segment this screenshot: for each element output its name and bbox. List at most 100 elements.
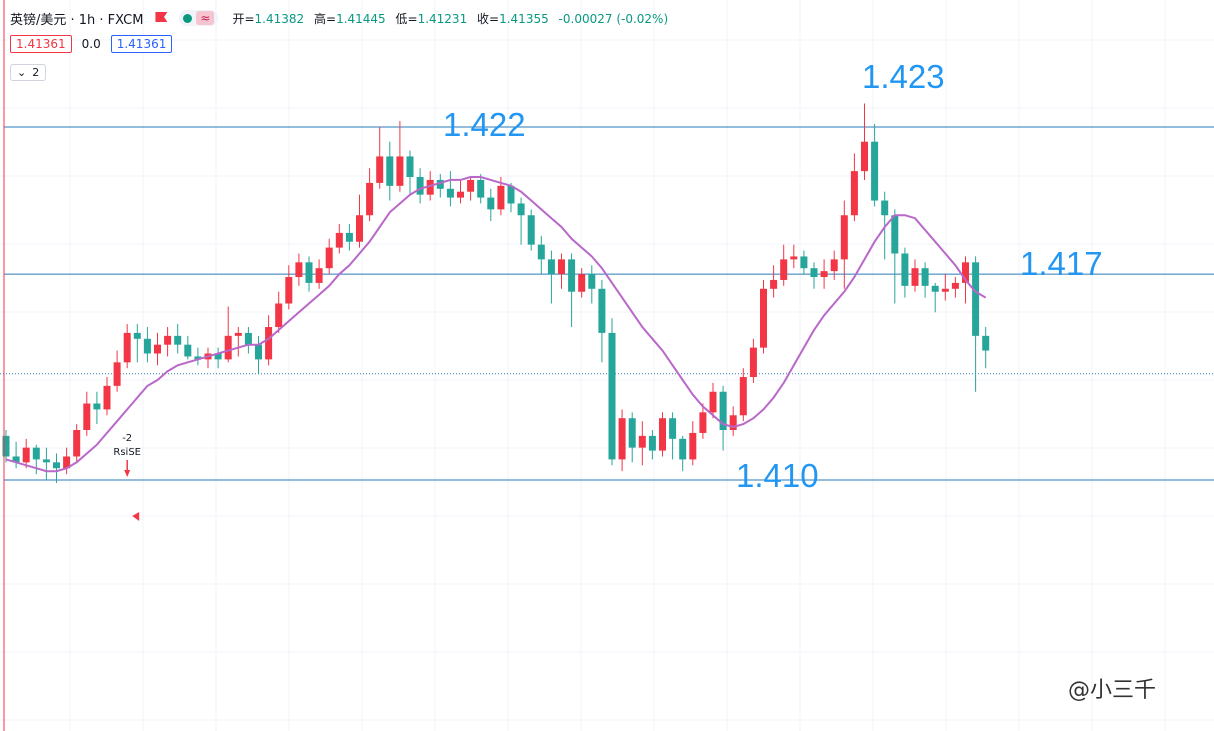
candle-up (164, 335, 172, 345)
signal-arrow-down-icon (124, 470, 131, 477)
support-resistance-lines (4, 126, 1214, 481)
candle-up (73, 429, 81, 457)
flag-icon[interactable] (155, 12, 167, 24)
status-pill[interactable]: ≈ (179, 10, 219, 26)
level-label-1423: 1.423 (862, 58, 945, 95)
candle-up (739, 377, 747, 416)
candle-down (214, 353, 222, 360)
candle-up (154, 344, 161, 354)
candle-up (325, 247, 333, 269)
candle-up (558, 259, 565, 275)
candle-down (436, 179, 444, 189)
candle-down (305, 262, 313, 283)
candle-down (244, 332, 252, 345)
candle-up (770, 279, 778, 289)
candle-up (63, 456, 71, 469)
candle-up (638, 435, 646, 448)
candle-up (335, 232, 343, 248)
candle-up (234, 332, 242, 336)
candle-down (669, 418, 677, 439)
candle-down (679, 438, 687, 460)
candle-down (507, 185, 515, 204)
candle-up (709, 391, 717, 413)
candle-up (315, 268, 323, 283)
candle-down (881, 200, 889, 216)
candle-down (446, 188, 454, 198)
candle-up (366, 182, 374, 216)
candle-up (760, 288, 767, 348)
candle-up (295, 262, 303, 278)
candle-up (224, 335, 232, 360)
candle-down (891, 215, 899, 254)
candle-down (537, 244, 545, 260)
candle-up (376, 156, 384, 183)
candle-down (810, 268, 818, 278)
high-label: 高= (314, 11, 337, 26)
candle-up (780, 259, 788, 280)
candle-up (113, 362, 121, 386)
watermark: @小三千 (1068, 678, 1157, 703)
candle-up (103, 385, 111, 410)
candle-down (487, 197, 495, 210)
candle-up (356, 215, 363, 242)
candle-up (275, 303, 283, 328)
candle-up (689, 432, 697, 460)
candle-up (467, 179, 475, 192)
low-label: 低= (395, 11, 418, 26)
close-value: 1.41355 (499, 11, 549, 26)
candle-down (568, 259, 576, 292)
candle-down (2, 435, 10, 457)
candle-down (32, 447, 40, 460)
signal-marker: -2 RsiSE (113, 433, 141, 521)
candle-up (749, 347, 757, 378)
candle-up (830, 259, 838, 272)
candle-down (133, 332, 141, 339)
level-label-1410: 1.410 (736, 457, 819, 494)
candle-down (547, 259, 555, 275)
moving-average-line (5, 176, 987, 473)
candle-down (53, 462, 60, 469)
indicators-toggle[interactable]: ⌄ 2 (10, 64, 47, 81)
approx-icon: ≈ (196, 11, 215, 25)
symbol-title[interactable]: 英镑/美元 · 1h · FXCM (10, 12, 144, 28)
candle-down (42, 459, 50, 463)
candle-up (850, 171, 858, 216)
high-value: 1.41445 (336, 11, 386, 26)
candle-down (93, 403, 101, 410)
close-label: 收= (477, 11, 500, 26)
dot-icon (183, 13, 193, 23)
candle-down (345, 232, 353, 242)
candle-up (285, 277, 293, 304)
candle-up (911, 268, 919, 286)
level-label-1422: 1.422 (443, 106, 526, 143)
candle-down (255, 344, 262, 360)
candle-down (982, 335, 990, 351)
candle-down (871, 141, 879, 201)
signal-flag-icon (132, 512, 140, 521)
level-label-1417: 1.417 (1020, 245, 1103, 282)
candle-up (426, 179, 434, 195)
candle-down (406, 156, 414, 178)
ask-button[interactable]: 1.41361 (110, 35, 173, 53)
candle-down (386, 156, 394, 186)
candle-up (840, 215, 848, 260)
candle-down (194, 356, 202, 360)
spread-value: 0.0 (81, 37, 101, 51)
ohlc-values: 开=1.41382 高=1.41445 低=1.41231 收=1.41355 … (232, 10, 674, 27)
candle-up (457, 191, 464, 198)
open-label: 开= (232, 11, 255, 26)
candle-up (396, 156, 404, 186)
candle-up (659, 418, 666, 451)
candle-up (820, 271, 828, 278)
change-value: -0.00027 (-0.02%) (558, 11, 669, 26)
candle-up (618, 418, 626, 460)
candle-up (790, 256, 798, 260)
candle-down (608, 332, 616, 460)
candle-up (861, 141, 868, 172)
candle-up (729, 415, 737, 430)
candle-up (951, 282, 959, 289)
bid-button[interactable]: 1.41361 (10, 35, 72, 53)
legend-header: 英镑/美元 · 1h · FXCM ≈ 开=1.41382 高=1.41445 … (10, 8, 674, 28)
